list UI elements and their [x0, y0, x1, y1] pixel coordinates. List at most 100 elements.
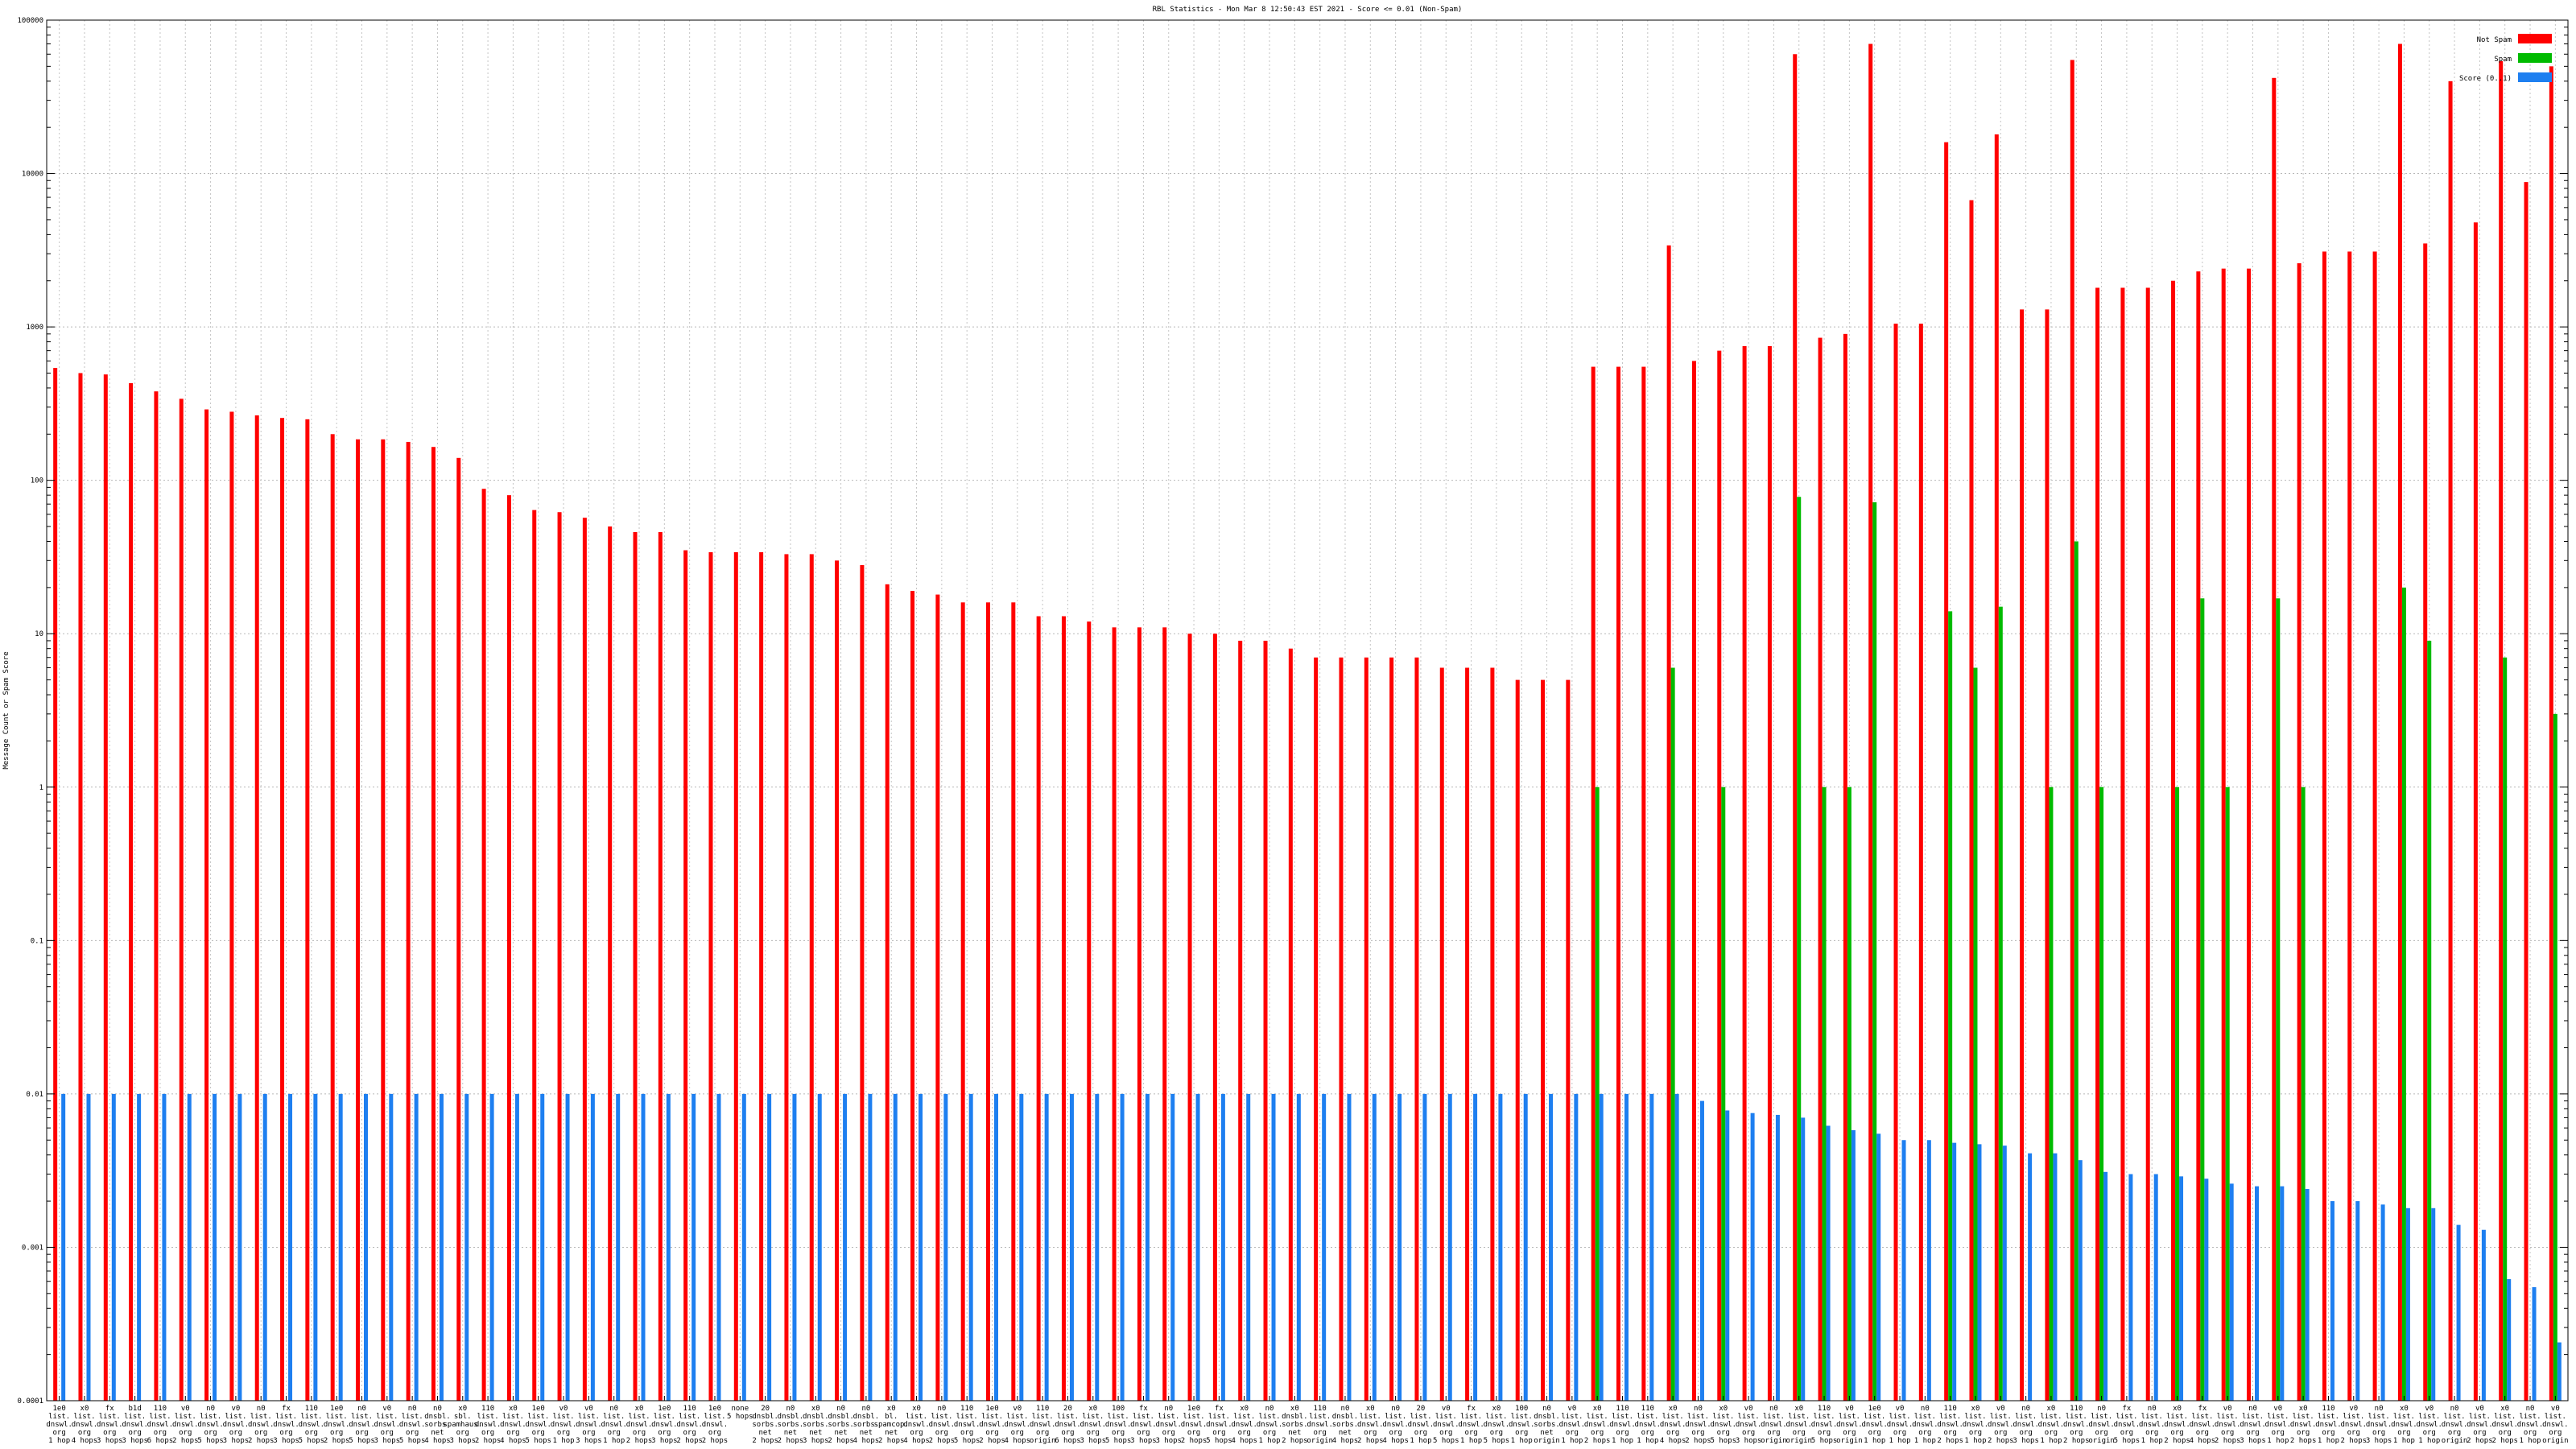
- score-bar: [2330, 1201, 2334, 1401]
- score-bar: [489, 1093, 494, 1401]
- score-bar: [994, 1093, 998, 1401]
- not-spam-bar: [960, 602, 965, 1401]
- score-bar: [61, 1093, 66, 1401]
- not-spam-bar: [2372, 251, 2377, 1402]
- not-spam-bar: [1616, 366, 1620, 1402]
- not-spam-bar: [280, 418, 285, 1401]
- x-category-label: v0 list. dnswl. org 4 hops: [1005, 1405, 1031, 1445]
- score-bar: [2481, 1229, 2486, 1401]
- not-spam-bar: [406, 441, 411, 1401]
- x-category-label: n0 list. dnswl. org 2 hops: [1685, 1405, 1711, 1445]
- x-category-label: v0 list. dnswl. org 3 hops: [576, 1405, 602, 1445]
- not-spam-bar: [1541, 679, 1546, 1401]
- score-bar: [666, 1093, 671, 1401]
- legend-swatch: [2518, 34, 2552, 43]
- x-category-label: 110 list. dnswl. org 1 hop: [2315, 1405, 2342, 1445]
- x-category-label: 110 list. dnswl. org origin: [1307, 1405, 1333, 1445]
- score-bar: [1926, 1140, 1931, 1401]
- not-spam-bar: [1666, 245, 1671, 1401]
- not-spam-bar: [1087, 621, 1092, 1401]
- x-category-label: n0 list. dnswl. org 3 hops: [2240, 1405, 2266, 1445]
- x-category-label: v0 list. dnswl. org 2 hops: [1988, 1405, 2014, 1445]
- x-category-label: n0 list. dnswl. org 1 hop: [1257, 1405, 1283, 1445]
- not-spam-bar: [2397, 43, 2402, 1401]
- x-category-label: v0 list. dnswl. org 1 hop: [1559, 1405, 1586, 1445]
- score-bar: [1120, 1093, 1125, 1401]
- not-spam-bar: [330, 434, 335, 1401]
- not-spam-bar: [2145, 287, 2150, 1401]
- x-category-label: x0 sbl. spamhaus. org 3 hops: [443, 1405, 482, 1445]
- x-category-label: n0 list. dnswl. org 1 hop: [601, 1405, 627, 1445]
- spam-bar: [2049, 786, 2054, 1401]
- score-bar: [1549, 1093, 1554, 1401]
- y-tick-label: 1: [39, 784, 43, 792]
- not-spam-bar: [835, 560, 840, 1401]
- score-bar: [262, 1093, 267, 1401]
- not-spam-bar: [2171, 280, 2176, 1401]
- score-bar: [187, 1093, 192, 1401]
- spam-bar: [2175, 786, 2180, 1401]
- spam-bar: [1797, 497, 1802, 1401]
- not-spam-bar: [2499, 60, 2504, 1401]
- spam-bar: [2301, 786, 2306, 1401]
- score-bar: [565, 1093, 570, 1401]
- x-category-label: fx list. dnswl. org 3 hops: [273, 1405, 299, 1445]
- not-spam-bar: [910, 591, 915, 1401]
- x-category-label: v0 list. dnswl. org 2 hops: [2467, 1405, 2493, 1445]
- x-category-label: 1e0 list. dnswl. org 5 hops: [525, 1405, 551, 1445]
- bars: [53, 43, 2562, 1402]
- score-bar: [843, 1093, 848, 1401]
- score-bar: [364, 1093, 368, 1401]
- score-bar: [540, 1093, 545, 1401]
- not-spam-bar: [229, 411, 234, 1401]
- x-category-label: x0 list. dnswl. org 4 hops: [72, 1405, 98, 1445]
- score-bar: [1422, 1093, 1427, 1401]
- not-spam-bar: [1793, 54, 1798, 1401]
- not-spam-bar: [204, 409, 209, 1401]
- not-spam-bar: [608, 526, 613, 1402]
- score-bar: [1195, 1093, 1200, 1401]
- score-bar: [868, 1093, 873, 1401]
- score-bar: [691, 1093, 696, 1401]
- x-category-label: n0 dnsbl. sorbs. net 2 hops: [828, 1405, 854, 1445]
- score-bar: [2103, 1171, 2108, 1401]
- legend: Not Spam Spam Score (0..1): [2459, 34, 2552, 83]
- x-category-label: v0 list. dnswl. org 3 hops: [1736, 1405, 1762, 1445]
- not-spam-bar: [2473, 222, 2478, 1401]
- not-spam-bar: [1288, 648, 1293, 1401]
- not-spam-bar: [2221, 268, 2226, 1401]
- not-spam-bar: [986, 602, 990, 1401]
- spam-bar: [2427, 640, 2432, 1401]
- y-tick-label: 100000: [17, 17, 43, 25]
- x-category-label: n0 list. dnswl. org 1 hop: [2517, 1405, 2544, 1445]
- score-bar: [288, 1093, 293, 1401]
- x-category-label: n0 dnsbl. sorbs. net 4 hops: [424, 1405, 451, 1445]
- not-spam-bar: [129, 382, 134, 1402]
- not-spam-bar: [1162, 627, 1167, 1401]
- score-bar: [943, 1093, 948, 1401]
- score-bar: [2053, 1153, 2058, 1401]
- not-spam-bar: [431, 447, 436, 1401]
- score-bar: [1523, 1093, 1528, 1401]
- score-bar: [767, 1093, 772, 1401]
- score-bar: [414, 1093, 419, 1401]
- legend-label: Not Spam: [2477, 36, 2512, 44]
- x-category-label: 110 list. dnswl. org 5 hops: [1811, 1405, 1838, 1445]
- spam-bar: [2099, 786, 2104, 1401]
- y-tick-label: 0.1: [31, 937, 43, 945]
- score-bar: [2280, 1186, 2285, 1401]
- score-bar: [1851, 1129, 1856, 1401]
- spam-bar: [1998, 606, 2003, 1401]
- score-bar: [2557, 1342, 2562, 1401]
- not-spam-bar: [784, 554, 789, 1401]
- score-bar: [1095, 1093, 1100, 1401]
- score-bar: [2002, 1146, 2007, 1401]
- x-category-label: v0 list. dnswl. org 2 hops: [2215, 1405, 2241, 1445]
- x-category-label: 20 list. dnswl. org 1 hop: [1408, 1405, 1435, 1445]
- spam-bar: [1872, 502, 1877, 1401]
- x-category-label: n0 list. dnswl. org origin: [2088, 1405, 2115, 1445]
- x-category-label: x0 list. dnswl. org 5 hops: [1484, 1405, 1510, 1445]
- score-bar: [1952, 1142, 1957, 1401]
- score-bar: [2507, 1279, 2512, 1401]
- not-spam-bar: [633, 531, 638, 1401]
